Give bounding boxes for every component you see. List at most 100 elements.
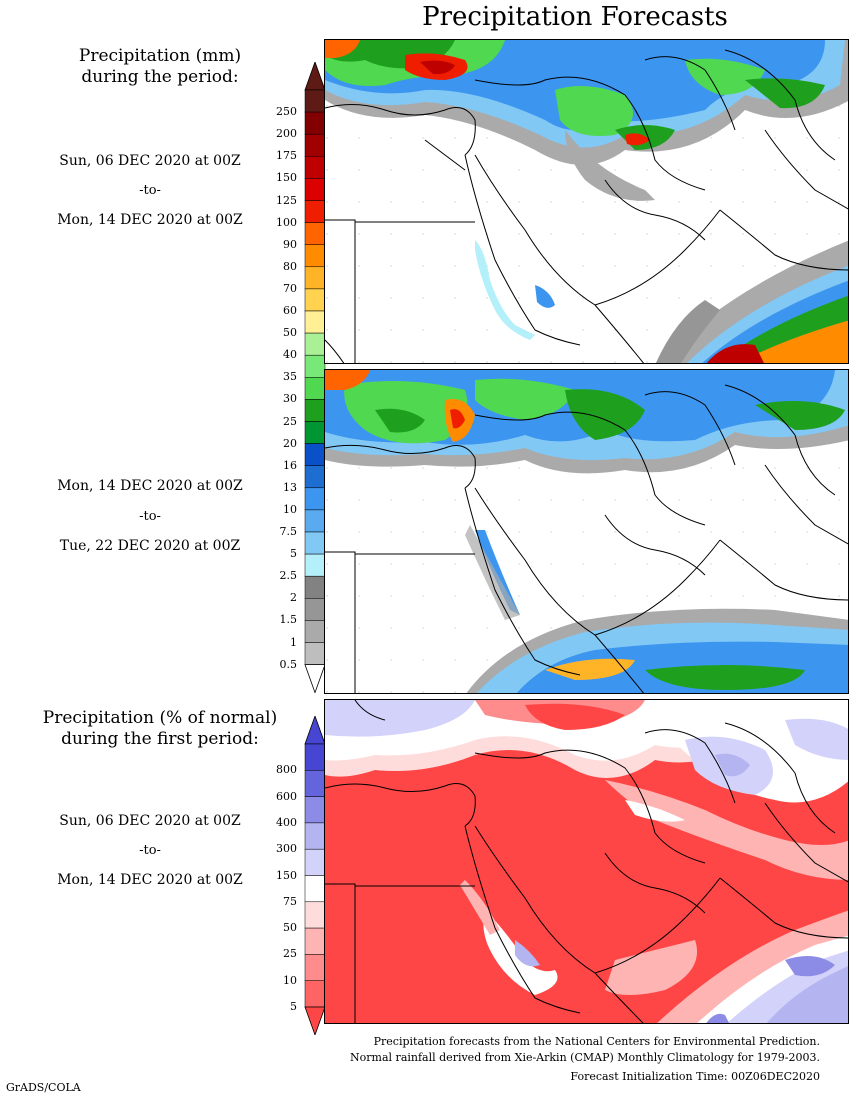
precip-tick-label: 100 bbox=[276, 215, 297, 229]
precip-swatch bbox=[304, 620, 326, 643]
precip-swatch bbox=[304, 465, 326, 489]
precip-swatch bbox=[304, 531, 326, 555]
panel2-end-date: Tue, 22 DEC 2020 at 00Z bbox=[59, 538, 241, 554]
precip-tick-label: 16 bbox=[283, 458, 297, 472]
panel3-header-line2: during the first period: bbox=[61, 729, 259, 749]
pct-top-arrow bbox=[304, 716, 326, 745]
precip-map-period1 bbox=[324, 39, 849, 364]
panel1-header: Precipitation (mm) during the period: bbox=[10, 46, 310, 88]
precip-swatch bbox=[304, 288, 326, 312]
pct-tick-label: 5 bbox=[290, 1000, 297, 1013]
precip-tick-label: 200 bbox=[276, 127, 297, 141]
precip-tick-label: 20 bbox=[283, 436, 297, 450]
pct-swatch bbox=[304, 980, 326, 1008]
precip-tick-label: 2.5 bbox=[279, 569, 298, 583]
pct-tick-label: 300 bbox=[276, 842, 297, 856]
pct-tick-label: 800 bbox=[276, 763, 297, 777]
precip-tick-label: 60 bbox=[283, 304, 297, 317]
precip-swatch bbox=[304, 575, 326, 599]
precip-tick-label: 5 bbox=[290, 547, 297, 561]
precip-swatch bbox=[304, 266, 326, 290]
precip-bottom-arrow bbox=[304, 664, 326, 693]
page-title: Precipitation Forecasts bbox=[422, 2, 728, 32]
panel1-header-line2: during the period: bbox=[81, 67, 239, 87]
precip-swatch bbox=[304, 310, 326, 334]
pct-tick-label: 150 bbox=[276, 868, 297, 882]
precip-swatch bbox=[304, 377, 326, 400]
pct-tick-label: 50 bbox=[283, 921, 297, 935]
precip-map-period2 bbox=[324, 369, 849, 694]
pct-tick-label: 600 bbox=[276, 789, 297, 803]
pct-swatch bbox=[304, 927, 326, 955]
precip-tick-label: 30 bbox=[283, 392, 297, 406]
precip-tick-label: 10 bbox=[283, 502, 297, 516]
precip-tick-label: 125 bbox=[276, 193, 297, 207]
precip-tick-label: 250 bbox=[276, 105, 297, 119]
pct-tick-label: 75 bbox=[283, 894, 297, 908]
pct-swatch bbox=[304, 770, 326, 797]
footer-line2: Normal rainfall derived from Xie-Arkin (… bbox=[350, 1051, 820, 1064]
precip-swatch bbox=[304, 332, 326, 356]
footer-line1: Precipitation forecasts from the Nationa… bbox=[373, 1035, 820, 1048]
precip-tick-label: 150 bbox=[276, 171, 297, 185]
precip-swatch bbox=[304, 443, 326, 466]
pct-swatch bbox=[304, 822, 326, 850]
precip-tick-label: 2 bbox=[290, 591, 297, 605]
pct-swatch bbox=[304, 875, 326, 903]
precip-swatch bbox=[304, 509, 326, 533]
panel1-start-date: Sun, 06 DEC 2020 at 00Z bbox=[59, 153, 241, 169]
panel1-header-line1: Precipitation (mm) bbox=[78, 46, 242, 66]
pct-tick-label: 400 bbox=[276, 815, 297, 829]
precip-tick-label: 35 bbox=[283, 370, 297, 384]
pct-tick-label: 10 bbox=[283, 973, 297, 987]
precip-colorbar-graphic bbox=[304, 62, 326, 693]
panel1-to: -to- bbox=[139, 183, 161, 198]
pct-colorbar-graphic bbox=[304, 716, 326, 1035]
precip-swatch bbox=[304, 642, 326, 665]
precip-tick-label: 7.5 bbox=[279, 525, 298, 538]
pct-swatch bbox=[304, 954, 326, 981]
pct-swatch bbox=[304, 848, 326, 876]
panel2-start-date: Mon, 14 DEC 2020 at 00Z bbox=[57, 478, 243, 494]
credit: GrADS/COLA bbox=[6, 1081, 81, 1094]
precip-swatch bbox=[304, 111, 326, 135]
panel2-to: -to- bbox=[139, 509, 161, 524]
precip-tick-label: 25 bbox=[283, 414, 297, 428]
precip-tick-label: 50 bbox=[283, 326, 297, 340]
precip-tick-label: 1.5 bbox=[279, 613, 298, 627]
panel3-header: Precipitation (% of normal) during the f… bbox=[10, 708, 310, 750]
precip-swatch bbox=[304, 156, 326, 179]
pct-swatch bbox=[304, 796, 326, 824]
precip-swatch bbox=[304, 200, 326, 223]
precip-swatch bbox=[304, 222, 326, 245]
footer-line3: Forecast Initialization Time: 00Z06DEC20… bbox=[570, 1070, 820, 1083]
precip-swatch bbox=[304, 487, 326, 511]
panel3-end-date: Mon, 14 DEC 2020 at 00Z bbox=[57, 872, 243, 888]
panel3-header-line1: Precipitation (% of normal) bbox=[42, 708, 278, 728]
pct-swatch bbox=[304, 743, 326, 771]
precip-tick-label: 1 bbox=[290, 635, 297, 649]
precip-swatch bbox=[304, 133, 326, 157]
precip-swatch bbox=[304, 421, 326, 444]
precip-top-arrow bbox=[304, 62, 326, 91]
precip-swatch bbox=[304, 553, 326, 577]
precip-tick-label: 40 bbox=[283, 348, 297, 362]
precip-swatch bbox=[304, 598, 326, 621]
precip-tick-label: 90 bbox=[283, 237, 297, 251]
panel3-to: -to- bbox=[139, 843, 161, 858]
pct-swatch bbox=[304, 901, 326, 929]
precip-tick-label: 70 bbox=[283, 281, 297, 295]
precip-tick-label: 0.5 bbox=[279, 657, 298, 671]
pct-bottom-arrow bbox=[304, 1006, 326, 1035]
precip-swatch bbox=[304, 399, 326, 422]
precip-tick-label: 80 bbox=[283, 259, 297, 273]
panel1-end-date: Mon, 14 DEC 2020 at 00Z bbox=[57, 212, 243, 228]
precip-swatch bbox=[304, 178, 326, 201]
precip-swatch bbox=[304, 354, 326, 378]
precip-tick-label: 175 bbox=[276, 149, 297, 163]
precip-swatch bbox=[304, 244, 326, 268]
pct-tick-label: 25 bbox=[283, 947, 297, 961]
panel3-start-date: Sun, 06 DEC 2020 at 00Z bbox=[59, 813, 241, 829]
precip-swatch bbox=[304, 89, 326, 113]
percent-normal-map bbox=[324, 699, 849, 1024]
